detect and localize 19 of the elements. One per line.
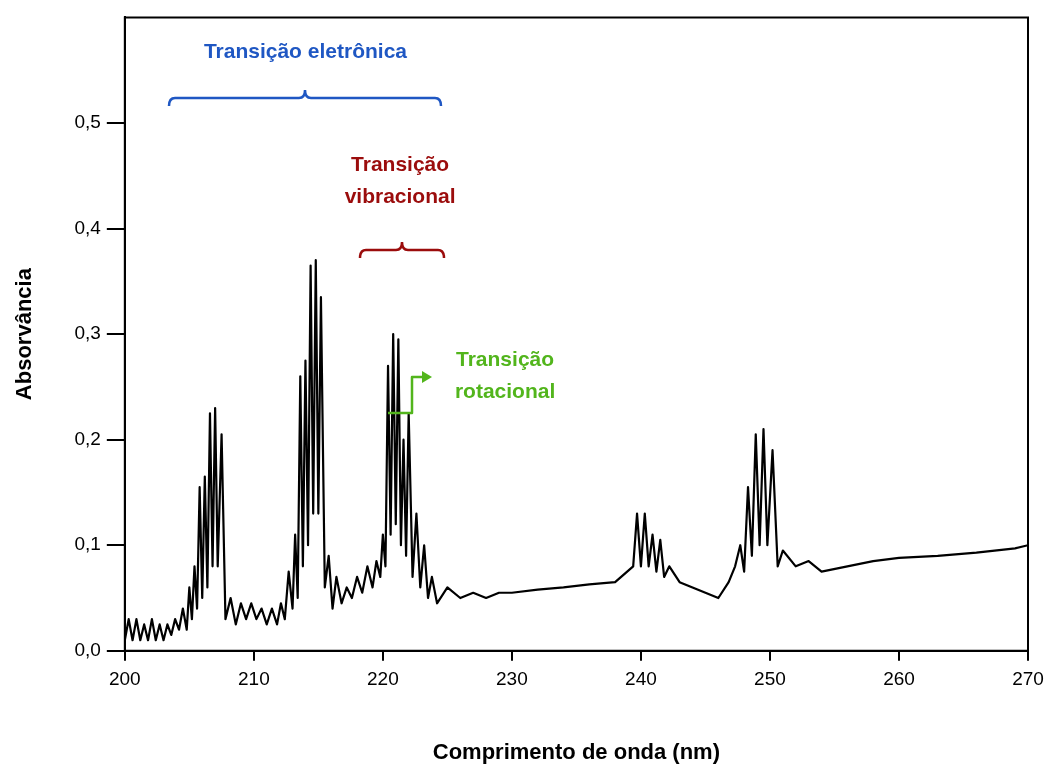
y-tick-label: 0,5 <box>74 111 101 133</box>
annotation: Transição eletrônica <box>203 38 408 62</box>
y-tick-label: 0,4 <box>74 216 102 238</box>
x-tick-label: 220 <box>367 668 399 690</box>
x-tick-label: 240 <box>625 668 657 690</box>
x-axis-title: Comprimento de onda (nm) <box>432 738 721 764</box>
x-tick-label: 260 <box>883 668 915 690</box>
x-tick-label: 210 <box>237 668 270 690</box>
x-tick-label: 270 <box>1012 668 1044 690</box>
y-tick-label: 0,1 <box>74 533 101 555</box>
y-tick-label: 0,3 <box>74 322 101 344</box>
annotation: Transição vibracional <box>344 151 456 207</box>
x-tick-label: 230 <box>496 668 528 690</box>
x-tick-label: 250 <box>754 668 786 690</box>
y-tick-label: 0,0 <box>74 639 101 661</box>
y-axis-title: Absorvância <box>11 267 37 401</box>
y-tick-label: 0,2 <box>74 427 101 449</box>
x-tick-label: 200 <box>108 668 141 690</box>
annotation: Transição rotacional <box>454 347 556 403</box>
